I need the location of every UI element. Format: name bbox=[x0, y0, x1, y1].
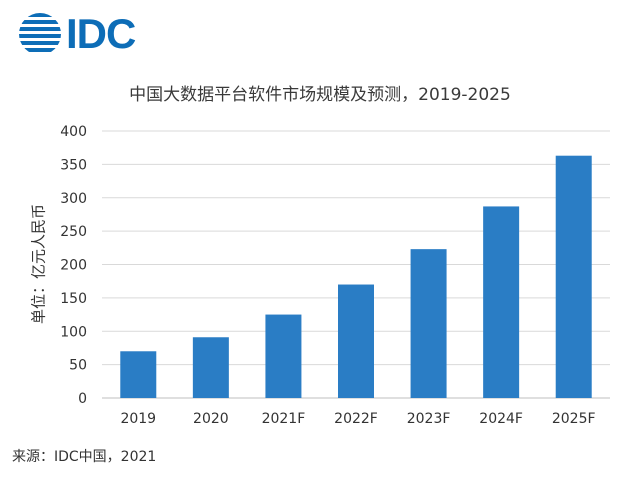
bar bbox=[192, 337, 229, 398]
x-tick-label: 2019 bbox=[120, 411, 156, 427]
x-tick-label: 2020 bbox=[193, 411, 229, 427]
bar bbox=[120, 351, 157, 398]
y-tick-label: 100 bbox=[60, 324, 87, 340]
y-tick-label: 150 bbox=[60, 291, 87, 307]
bar bbox=[483, 206, 520, 398]
source-note: 来源：IDC中国，2021 bbox=[12, 449, 157, 465]
bar bbox=[265, 314, 302, 398]
chart-title: 中国大数据平台软件市场规模及预测，2019-2025 bbox=[129, 85, 511, 105]
y-tick-label: 400 bbox=[60, 124, 87, 140]
y-tick-label: 200 bbox=[60, 258, 87, 274]
bar bbox=[555, 155, 592, 398]
idc-logo: IDC bbox=[18, 10, 136, 57]
x-tick-label: 2024F bbox=[479, 411, 523, 427]
x-tick-label: 2021F bbox=[262, 411, 306, 427]
y-tick-label: 0 bbox=[78, 391, 87, 407]
bar bbox=[338, 284, 374, 398]
x-tick-label: 2022F bbox=[334, 411, 378, 427]
x-tick-label: 2023F bbox=[407, 411, 451, 427]
bar bbox=[410, 249, 447, 398]
x-tick-label: 2025F bbox=[552, 411, 596, 427]
y-tick-label: 350 bbox=[60, 157, 87, 173]
y-tick-label: 250 bbox=[60, 224, 87, 240]
y-tick-label: 50 bbox=[69, 358, 87, 374]
globe-icon bbox=[19, 13, 61, 52]
logo-text: IDC bbox=[66, 10, 136, 57]
y-tick-label: 300 bbox=[60, 191, 87, 207]
